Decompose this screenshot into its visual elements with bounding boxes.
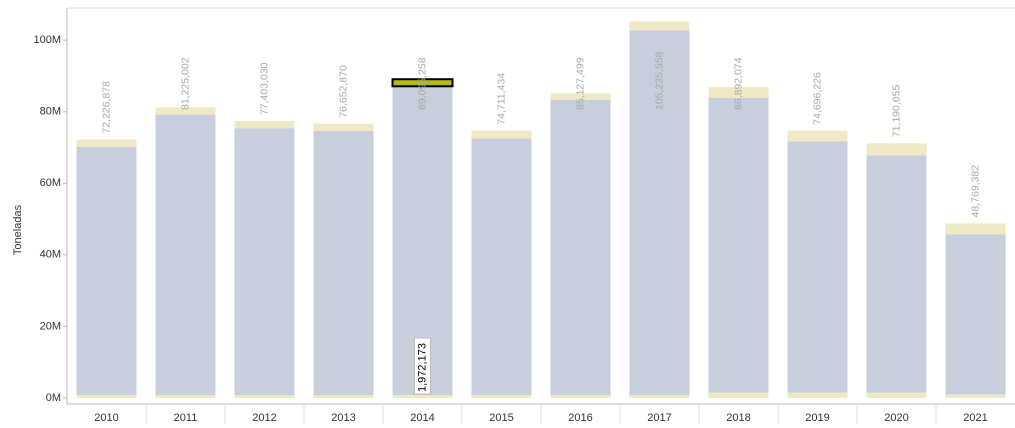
- total-label: 85,127,499: [574, 57, 586, 110]
- bar-segment: [866, 155, 927, 393]
- bar-segment: [787, 130, 848, 142]
- bar-segment: [787, 392, 848, 398]
- y-axis-label: Toneladas: [12, 204, 24, 255]
- bar-segment: [76, 146, 137, 396]
- y-tick-label: 40M: [40, 249, 61, 261]
- bar-segment: [787, 141, 848, 393]
- label-box: [414, 337, 431, 395]
- bar-segment: [708, 87, 769, 98]
- x-tick-label: 2010: [94, 412, 118, 424]
- bar-segment: [629, 21, 690, 31]
- x-tick-label: 2020: [884, 412, 908, 424]
- bar-segment: [471, 138, 532, 396]
- total-label: 72,226,878: [100, 81, 112, 134]
- bar-segment: [550, 99, 611, 396]
- bar-segment: [629, 30, 690, 396]
- x-tick-label: 2019: [805, 412, 829, 424]
- bar-segment: [708, 97, 769, 393]
- bar-segment: [629, 395, 690, 398]
- total-label: 76,652,870: [337, 65, 349, 118]
- y-tick-label: 100M: [33, 34, 61, 46]
- x-tick-label: 2014: [410, 412, 434, 424]
- bar-segment: [391, 78, 454, 88]
- bar-segment: [313, 123, 374, 131]
- bar-segment: [155, 107, 216, 115]
- y-tick-label: 80M: [40, 106, 61, 118]
- bar-segment: [234, 121, 295, 129]
- bar-segment: [471, 395, 532, 398]
- bar-segment: [392, 395, 453, 398]
- x-tick-label: 2013: [331, 412, 355, 424]
- bar-segment: [945, 223, 1006, 235]
- x-tick-label: 2016: [568, 412, 592, 424]
- bar-segment: [866, 143, 927, 156]
- bar-segment: [945, 234, 1006, 395]
- bar-segment: [866, 392, 927, 398]
- x-tick-label: 2018: [726, 412, 750, 424]
- bar-segment: [945, 394, 1006, 398]
- bar-segment: [471, 130, 532, 139]
- bar-segment: [234, 128, 295, 396]
- bar-segment: [155, 114, 216, 396]
- bar-segment: [313, 130, 374, 396]
- y-tick-label: 60M: [40, 177, 61, 189]
- total-label: 74,696,226: [811, 72, 823, 125]
- bar-segment: [550, 93, 611, 100]
- total-label: 71,190,055: [890, 85, 902, 138]
- total-label: 48,769,382: [969, 165, 981, 218]
- bar-segment: [708, 392, 769, 398]
- bar-segment: [155, 395, 216, 398]
- bar-segment: [76, 139, 137, 147]
- total-label: 86,892,074: [732, 57, 744, 110]
- y-tick-label: 20M: [40, 320, 61, 332]
- x-tick-label: 2017: [647, 412, 671, 424]
- x-tick-label: 2012: [252, 412, 276, 424]
- segment-label: 1,972,173: [416, 343, 428, 392]
- bar-segment: [234, 395, 295, 398]
- x-tick-label: 2021: [963, 412, 987, 424]
- bar-segment: [550, 395, 611, 398]
- total-label: 81,225,002: [179, 57, 191, 110]
- bar-segment: [76, 395, 137, 398]
- total-label: 74,711,434: [495, 73, 507, 125]
- bar-segment: [313, 395, 374, 398]
- y-tick-label: 0M: [46, 392, 61, 404]
- total-label: 77,403,030: [258, 62, 270, 115]
- x-tick-label: 2015: [489, 412, 513, 424]
- total-label: 105,235,558: [653, 51, 665, 110]
- total-label: 89,095,258: [416, 57, 428, 110]
- x-tick-label: 2011: [174, 412, 198, 424]
